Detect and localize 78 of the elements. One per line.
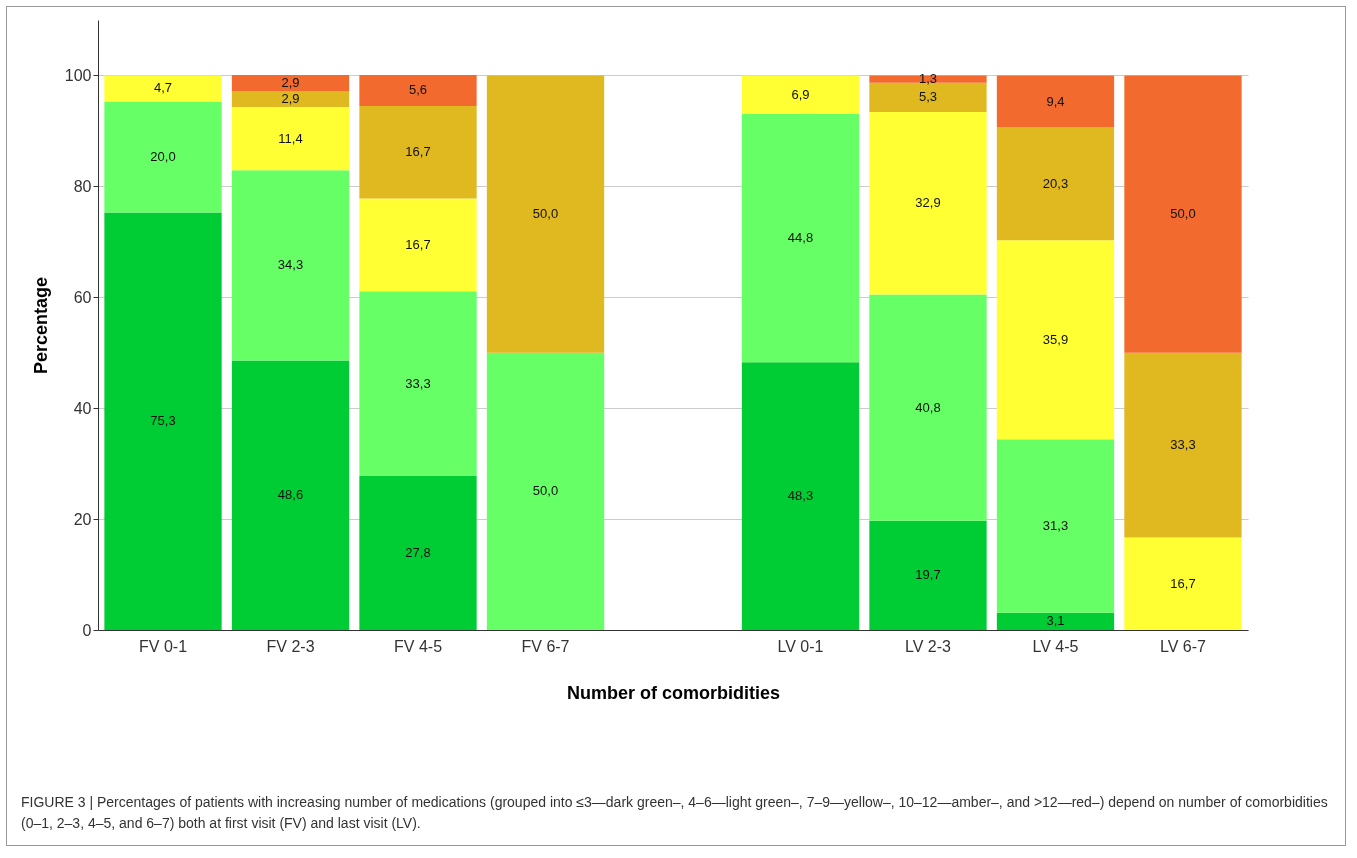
- data-label: 1,3: [918, 71, 938, 87]
- bar: [996, 75, 1115, 128]
- x-tick-label: LV 0-1: [777, 637, 824, 655]
- bar: [104, 75, 222, 102]
- x-tick-label: FV 6-7: [521, 637, 570, 655]
- data-label: 50,0: [532, 483, 559, 499]
- data-label: 20,0: [150, 148, 176, 164]
- bar: [486, 352, 605, 630]
- data-label: 2,9: [281, 74, 300, 90]
- data-label: 16,7: [405, 236, 431, 252]
- data-label: 16,7: [1170, 575, 1196, 591]
- bar: [104, 212, 222, 630]
- y-axis-title: Percentage: [30, 276, 51, 375]
- bar: [741, 75, 860, 114]
- bar: [996, 612, 1115, 630]
- data-label: 44,8: [787, 229, 814, 245]
- data-label: 33,3: [1170, 437, 1196, 453]
- y-tick-label: 20: [73, 510, 92, 528]
- data-label: 40,8: [915, 399, 941, 415]
- bar: [231, 107, 350, 171]
- bar: [359, 291, 477, 476]
- bar: [1124, 537, 1242, 630]
- y-tick-label: 80: [73, 177, 92, 195]
- x-tick-label: FV 0-1: [139, 637, 188, 655]
- x-tick-label: FV 4-5: [394, 637, 443, 655]
- caption: FIGURE 3 | Percentages of patients with increasing number of medications (grouped into ≤3—dark green–, 4–6—light green–, 7–9—yellow–, 10–12—amber–, and >12—red–) depend on number of comorbidities (0–1, 2–3, 4–5, and 6–7) both at first visit (FV) and last visit (LV).: [21, 793, 1329, 833]
- bar: [359, 105, 477, 199]
- x-axis-title: Number of comorbidities: [566, 682, 781, 703]
- data-label: 16,7: [405, 144, 431, 160]
- data-label: 35,9: [1042, 331, 1069, 347]
- bar: [996, 439, 1115, 613]
- bar: [359, 198, 477, 292]
- data-label: 2,9: [281, 91, 300, 107]
- bar: [231, 74, 350, 91]
- data-label: 48,6: [277, 487, 304, 503]
- data-label: 34,3: [277, 257, 304, 273]
- bar: [1124, 352, 1242, 538]
- y-tick-label: 0: [82, 621, 92, 639]
- data-label: 27,8: [405, 544, 431, 560]
- data-label: 11,4: [278, 130, 303, 146]
- bar: [996, 127, 1115, 241]
- y-tick-label: 40: [73, 399, 92, 417]
- bar: [869, 294, 987, 521]
- y-tick-label: 100: [64, 66, 92, 84]
- bar: [104, 101, 222, 213]
- bar: [359, 475, 477, 630]
- data-label: 32,9: [915, 195, 941, 211]
- bar: [741, 362, 860, 630]
- x-tick-label: LV 6-7: [1160, 637, 1207, 655]
- data-label: 31,3: [1042, 518, 1069, 534]
- x-tick-label: LV 4-5: [1032, 637, 1079, 655]
- data-label: 19,7: [915, 567, 941, 583]
- bar: [486, 75, 605, 353]
- data-label: 33,3: [405, 375, 431, 391]
- data-label: 75,3: [150, 413, 176, 429]
- bar: [1124, 75, 1242, 353]
- y-tick-label: 60: [73, 288, 92, 306]
- data-label: 50,0: [532, 206, 559, 222]
- bar: [231, 360, 350, 630]
- bar: [869, 520, 987, 630]
- data-label: 9,4: [1046, 93, 1065, 109]
- data-label: 3,1: [1046, 613, 1065, 629]
- bar: [231, 170, 350, 361]
- data-label: 6,9: [791, 86, 810, 102]
- data-label: 4,7: [153, 80, 173, 96]
- data-label: 20,3: [1042, 175, 1069, 191]
- data-label: 5,6: [408, 82, 428, 98]
- x-tick-label: FV 2-3: [266, 637, 315, 655]
- data-label: 5,3: [918, 89, 938, 105]
- bar: [741, 113, 860, 363]
- bar: [359, 74, 477, 106]
- bar: [231, 90, 350, 108]
- bar: [869, 112, 987, 295]
- bar: [996, 240, 1115, 440]
- data-label: 48,3: [787, 488, 814, 504]
- bar: [869, 75, 987, 83]
- data-label: 50,0: [1170, 206, 1196, 222]
- x-tick-label: LV 2-3: [905, 637, 952, 655]
